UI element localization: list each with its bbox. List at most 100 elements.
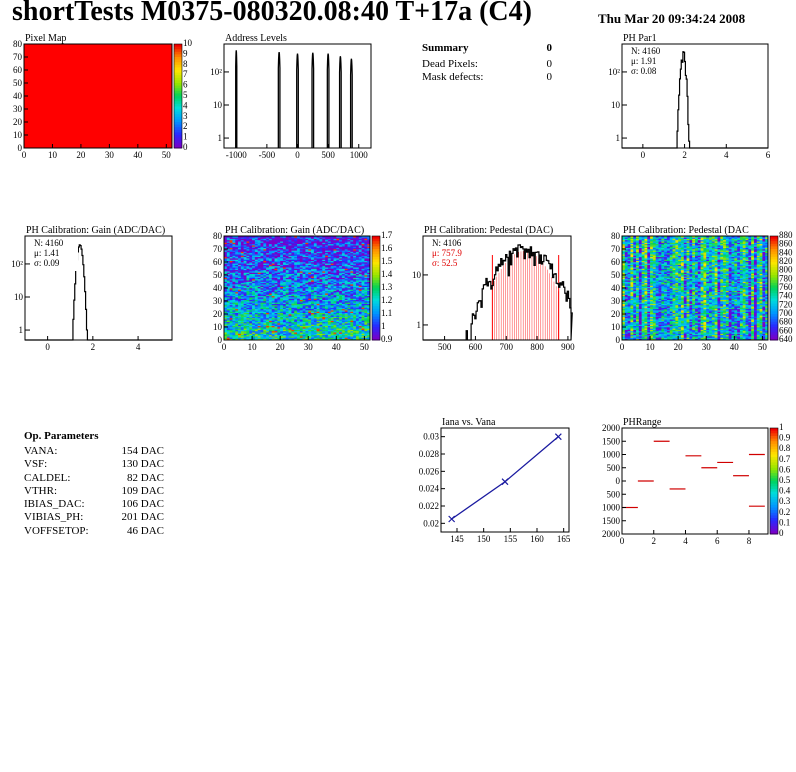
heatmap-cell bbox=[254, 334, 258, 337]
color-scale-cell bbox=[174, 93, 182, 97]
color-scale-cell bbox=[174, 135, 182, 139]
heatmap-cell bbox=[299, 336, 303, 338]
heatmap-cell bbox=[358, 330, 362, 333]
heatmap-cell bbox=[344, 329, 348, 332]
heatmap-cell bbox=[285, 332, 289, 334]
heatmap-cell bbox=[268, 330, 273, 333]
heatmap-cell bbox=[325, 327, 329, 329]
heatmap-cell bbox=[322, 337, 326, 339]
heatmap-cell bbox=[322, 328, 326, 330]
x-tick-label: 0 bbox=[222, 342, 227, 352]
heatmap-cell bbox=[347, 334, 351, 337]
stats-line: σ: 52.5 bbox=[432, 258, 458, 268]
heatmap-cell bbox=[240, 323, 244, 325]
heatmap-cell bbox=[327, 325, 331, 328]
heatmap-cell bbox=[353, 324, 357, 326]
heatmap-cell bbox=[330, 333, 334, 336]
heatmap-cell bbox=[333, 332, 337, 334]
heatmap-cell bbox=[339, 336, 343, 338]
heatmap-cell bbox=[313, 323, 317, 325]
heatmap-cell bbox=[285, 336, 289, 338]
heatmap-cell bbox=[229, 320, 233, 323]
color-scale-cell bbox=[174, 114, 182, 118]
heatmap-cell bbox=[229, 330, 233, 333]
heatmap-cell bbox=[226, 334, 230, 337]
heatmap-cell bbox=[263, 332, 267, 334]
heatmap-cell bbox=[339, 334, 343, 337]
heatmap-cell bbox=[325, 330, 329, 333]
heatmap-cell bbox=[330, 327, 334, 329]
heatmap-cell bbox=[302, 320, 306, 323]
heatmap-cell bbox=[282, 327, 287, 329]
x-tick-label: 700 bbox=[500, 342, 514, 352]
color-scale-label: 1.1 bbox=[381, 308, 392, 318]
heatmap-cell bbox=[355, 336, 360, 338]
x-tick-label: 50 bbox=[162, 150, 172, 160]
heatmap-cell bbox=[238, 329, 242, 332]
heatmap-cell bbox=[322, 324, 326, 326]
heatmap-cell bbox=[249, 330, 253, 333]
stats-box-bg bbox=[30, 237, 78, 271]
heatmap-cell bbox=[367, 330, 371, 333]
heatmap-cell bbox=[294, 334, 298, 337]
heatmap-cell bbox=[260, 320, 264, 323]
heatmap-cell bbox=[305, 330, 309, 333]
color-scale-label: 1.6 bbox=[381, 243, 393, 253]
heatmap-cell bbox=[341, 336, 346, 338]
heatmap-cell bbox=[330, 323, 334, 325]
heatmap-cell bbox=[271, 323, 275, 325]
color-scale-cell bbox=[174, 64, 182, 68]
heatmap-cell bbox=[263, 329, 267, 332]
heatmap-cell bbox=[229, 328, 233, 330]
color-scale-cell bbox=[174, 51, 182, 55]
heatmap-cell bbox=[367, 328, 371, 330]
heatmap-cell bbox=[229, 325, 233, 328]
heatmap-cell bbox=[266, 333, 270, 336]
heatmap-cell bbox=[347, 330, 351, 333]
y-tick-label: 80 bbox=[13, 39, 23, 49]
heatmap-cell bbox=[246, 324, 250, 326]
heatmap-cell bbox=[339, 321, 343, 324]
heatmap-cell bbox=[358, 336, 362, 338]
y-tick-label: 10² bbox=[210, 67, 222, 77]
color-scale-cell bbox=[174, 98, 182, 102]
address-peak bbox=[235, 50, 238, 148]
heatmap-cell bbox=[226, 332, 230, 334]
heatmap-cell bbox=[263, 330, 267, 333]
stats-box-bg bbox=[428, 237, 476, 271]
heatmap-cell bbox=[224, 329, 228, 332]
heatmap-cell bbox=[311, 323, 315, 325]
x-tick-label: 10 bbox=[248, 342, 258, 352]
y-tick-label: 1 bbox=[417, 320, 422, 330]
plot-frame bbox=[24, 235, 173, 341]
heatmap-cell bbox=[325, 328, 329, 330]
heatmap-cell bbox=[254, 323, 258, 325]
heatmap-cell bbox=[254, 337, 258, 339]
heatmap-cell bbox=[238, 327, 242, 329]
address-peak bbox=[326, 53, 330, 148]
heatmap-cell bbox=[308, 329, 312, 332]
heatmap-cell bbox=[229, 323, 233, 325]
color-scale-cell bbox=[174, 49, 182, 53]
heatmap-cell bbox=[291, 324, 295, 326]
heatmap-cell bbox=[252, 325, 256, 328]
heatmap-cell bbox=[263, 324, 267, 326]
heatmap-cell bbox=[232, 324, 236, 326]
y-tick-label: 0 bbox=[218, 335, 223, 345]
heatmap-cell bbox=[322, 334, 326, 337]
heatmap-cell bbox=[257, 329, 261, 332]
heatmap-cell bbox=[333, 327, 337, 329]
heatmap-cell bbox=[226, 321, 230, 324]
heatmap-cell bbox=[344, 330, 348, 333]
heatmap-cell bbox=[336, 334, 340, 337]
heatmap-cell bbox=[280, 336, 284, 338]
heatmap-cell bbox=[232, 320, 236, 323]
color-scale-cell bbox=[174, 127, 182, 131]
heatmap-cell bbox=[249, 334, 253, 337]
heatmap-cell bbox=[330, 330, 334, 333]
heatmap-cell bbox=[260, 323, 264, 325]
heatmap-cell bbox=[350, 333, 354, 336]
heatmap-cell bbox=[224, 321, 228, 324]
heatmap-cell bbox=[322, 325, 326, 328]
heatmap-cell bbox=[319, 337, 323, 339]
